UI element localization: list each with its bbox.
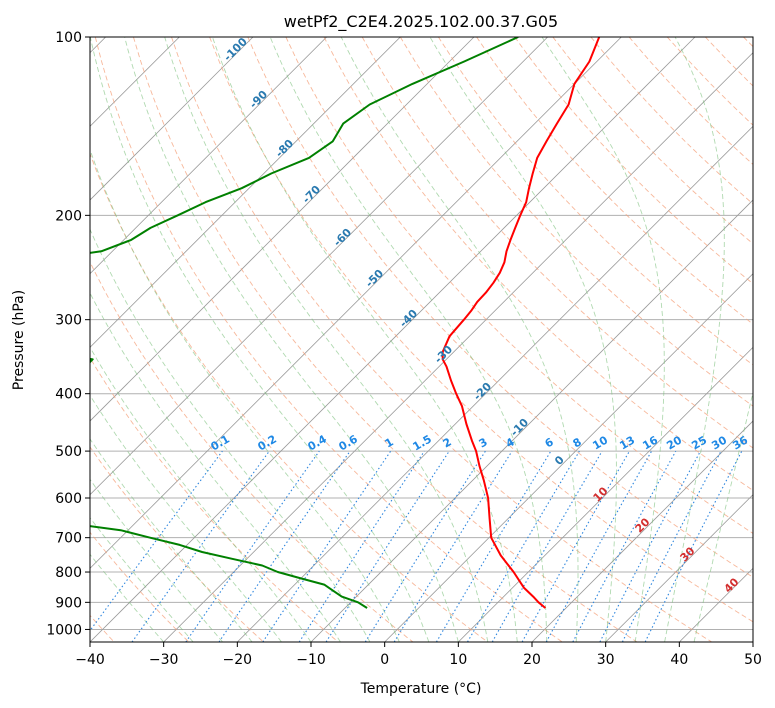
mixing-ratio-line: [185, 450, 320, 642]
mixing-ratio-line: [644, 450, 743, 642]
dewpoint-profile-line: [90, 37, 519, 609]
pressure-grid: [90, 37, 753, 630]
moist-adiabat-line: [124, 37, 459, 642]
y-tick-label: 700: [55, 531, 82, 547]
moist-adiabat-line: [164, 37, 489, 642]
dry-adiabat-line: [90, 152, 488, 642]
mixing-ratio-line: [298, 450, 425, 642]
isotherm-line: [384, 273, 753, 642]
chart-title: wetPf2_C2E4.2025.102.00.37.G05: [284, 12, 558, 32]
x-axis-title: Temperature (°C): [360, 681, 482, 697]
dry-adiabat-line: [399, 37, 753, 407]
plot-frame: [89, 36, 754, 643]
moist-adiabat-line: [90, 228, 371, 642]
y-tick-label: 300: [55, 313, 82, 329]
x-tick-label: −10: [296, 652, 326, 668]
dry-adiabat-line: [90, 446, 264, 642]
isotherm-line: [90, 37, 475, 422]
isotherm-line: [531, 420, 753, 642]
isotherm-line: [237, 125, 753, 642]
x-tick-label: 30: [597, 652, 615, 668]
y-tick-label: 900: [55, 595, 82, 611]
dry-adiabat-line: [514, 37, 753, 285]
moist-adiabat-line: [90, 438, 253, 642]
mixing-ratio-line: [393, 450, 513, 642]
moist-adiabat-line: [340, 37, 579, 642]
mixing-ratio-line: [521, 450, 630, 642]
y-axis-title: Pressure (hPa): [11, 290, 27, 390]
x-axis: −40 −30 −20 −10 0 10 20 30 40 50: [75, 642, 762, 668]
y-tick-label: 500: [55, 444, 82, 460]
moist-adiabat-line: [90, 478, 223, 642]
isotherm-line: [90, 37, 696, 642]
sounding-series: [90, 37, 601, 609]
mixing-ratio-line: [218, 450, 351, 642]
moist-adiabat-line: [664, 37, 725, 642]
moist-adiabats: [90, 37, 753, 642]
x-tick-label: 20: [523, 652, 541, 668]
mixing-ratio-line: [262, 450, 392, 642]
mixing-ratio-line: [90, 450, 223, 632]
y-tick-label: 800: [55, 565, 82, 581]
isotherm-line: [458, 346, 753, 642]
dry-adiabat-line: [90, 531, 190, 642]
y-tick-label: 200: [55, 208, 82, 224]
moist-adiabat-line: [90, 292, 341, 642]
isotherm-line: [90, 37, 622, 569]
dry-adiabat-line: [171, 37, 712, 642]
dry-adiabat-line: [476, 37, 753, 325]
isotherm-line: [163, 52, 753, 642]
dry-adiabat-line: [90, 356, 339, 642]
moist-adiabat-line: [90, 148, 400, 642]
temperature-profile-line: [441, 37, 601, 609]
moist-adiabat-line: [90, 346, 312, 642]
x-tick-label: 10: [449, 652, 467, 668]
isotherm-line: [90, 37, 327, 275]
mixing-ratio-line: [572, 450, 677, 642]
x-tick-label: −40: [75, 652, 105, 668]
moist-adiabat-line: [90, 37, 430, 642]
y-axis: 100 200 300 400 500 600 700 800 900 1000: [46, 30, 90, 638]
x-tick-label: 0: [380, 652, 389, 668]
mixing-ratio-lines: [90, 450, 743, 642]
dry-adiabat-line: [209, 37, 753, 623]
dry-adiabat-line: [90, 261, 414, 642]
isotherm-line: [90, 37, 548, 496]
isotherm-line: [90, 37, 401, 348]
isotherm-line: [605, 494, 753, 642]
moist-adiabat-line: [211, 37, 518, 642]
mixing-ratio-line: [131, 450, 270, 642]
moist-adiabat-line: [693, 390, 753, 642]
dry-adiabat-line: [247, 37, 753, 578]
isotherm-line: [90, 37, 254, 201]
moist-adiabat-line: [429, 37, 617, 642]
mixing-ratio-line: [325, 450, 450, 642]
mixing-ratio-line: [545, 450, 653, 642]
y-tick-label: 1000: [46, 622, 82, 638]
moist-adiabat-line: [90, 394, 282, 642]
dry-adiabat-line: [285, 37, 753, 535]
moist-adiabat-line: [541, 37, 665, 642]
y-tick-label: 100: [55, 30, 82, 46]
y-tick-label: 400: [55, 387, 82, 403]
dry-adiabat-line: [94, 37, 563, 642]
dry-adiabat-line: [438, 37, 753, 366]
y-tick-label: 600: [55, 491, 82, 507]
skewed-isotherms: [90, 37, 753, 642]
x-tick-label: −30: [149, 652, 179, 668]
x-tick-label: 50: [744, 652, 762, 668]
dry-adiabat-line: [323, 37, 753, 491]
x-tick-label: 40: [670, 652, 688, 668]
x-tick-label: −20: [223, 652, 253, 668]
